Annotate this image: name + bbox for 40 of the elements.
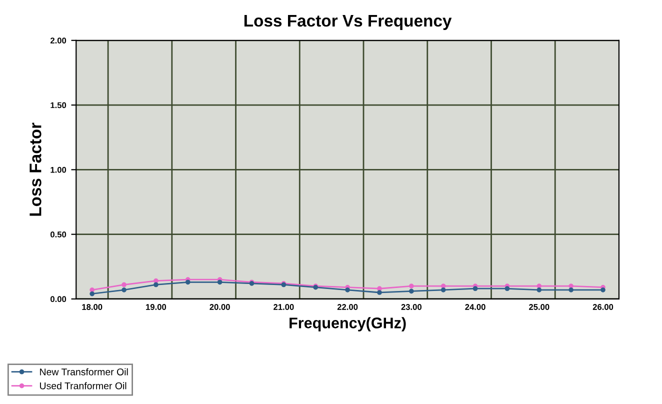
x-axis-title: Frequency(GHz): [290, 317, 406, 332]
x-tick-label: 22.00: [337, 304, 358, 310]
y-tick-label: 0.50: [50, 232, 66, 238]
point: [122, 282, 126, 288]
x-tick-label: 21.00: [274, 304, 294, 310]
x-tick-label: 20.00: [210, 304, 230, 310]
point: [536, 284, 542, 288]
point: [472, 286, 478, 292]
chart-title: Loss Factor Vs Frequency: [244, 15, 452, 30]
y-tick-label: 0.00: [50, 296, 66, 302]
point: [440, 287, 446, 292]
y-tick-label: 2.00: [50, 38, 66, 44]
point: [90, 287, 95, 292]
point: [568, 287, 574, 292]
point: [408, 284, 414, 288]
point: [536, 287, 542, 292]
point: [568, 284, 574, 288]
legend-label: New Transformer Oil: [40, 368, 128, 376]
point: [217, 280, 222, 285]
point: [440, 284, 446, 288]
point: [122, 287, 126, 292]
y-tick-label: 1.00: [50, 166, 66, 173]
point: [408, 288, 414, 294]
point: [377, 290, 382, 295]
legend-label: Used Tranformer Oil: [40, 382, 126, 390]
point: [504, 286, 510, 292]
y-tick-label: 1.50: [50, 102, 66, 108]
point: [154, 282, 158, 288]
point: [154, 278, 158, 284]
point: [345, 287, 350, 292]
point: [90, 291, 95, 296]
point: [600, 287, 606, 292]
x-tick-label: 24.00: [465, 304, 486, 310]
x-tick-label: 25.00: [529, 304, 550, 310]
x-tick-label: 19.00: [146, 304, 166, 310]
y-axis-title: Loss Factor: [30, 122, 42, 216]
x-tick-label: 23.00: [401, 304, 422, 310]
x-tick-label: 26.00: [592, 304, 614, 310]
x-tick-label: 18.00: [82, 304, 102, 310]
point: [185, 280, 190, 285]
